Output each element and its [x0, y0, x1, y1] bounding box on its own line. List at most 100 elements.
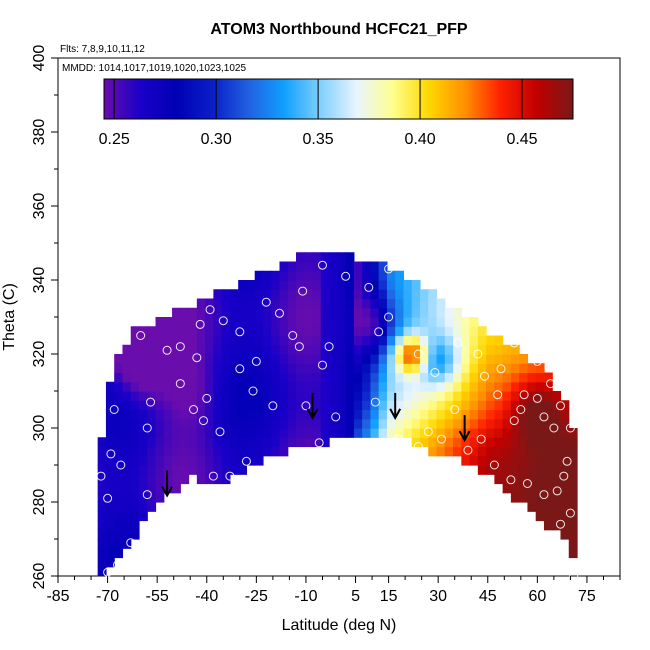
heatmap-cell — [296, 261, 305, 272]
heatmap-cell — [188, 437, 198, 448]
heatmap-cell — [337, 335, 347, 346]
heatmap-cell — [436, 363, 446, 374]
heatmap-cell — [453, 372, 462, 383]
heatmap-cell — [453, 400, 462, 411]
heatmap-cell — [353, 372, 363, 383]
heatmap-cell — [213, 344, 223, 355]
heatmap-cell — [527, 455, 537, 466]
heatmap-cell — [403, 289, 413, 300]
heatmap-cell — [568, 548, 578, 559]
heatmap-cell — [535, 502, 545, 512]
heatmap-cell — [147, 502, 157, 512]
heatmap-cell — [312, 372, 322, 383]
y-tick-label: 340 — [31, 267, 48, 294]
heatmap-cell — [428, 289, 438, 300]
heatmap-cell — [147, 474, 157, 485]
observation-point — [202, 393, 212, 403]
heatmap-cell — [238, 289, 248, 300]
heatmap-cell — [271, 354, 281, 364]
heatmap-cell — [254, 455, 264, 466]
heatmap-cell — [370, 381, 380, 392]
heatmap-cell — [97, 465, 107, 475]
heatmap-cell — [494, 465, 504, 475]
heatmap-cell — [477, 335, 487, 346]
heatmap-cell — [130, 326, 140, 337]
y-tick-label: 280 — [31, 489, 48, 516]
heatmap-cell — [155, 474, 165, 485]
heatmap-cell — [114, 372, 124, 383]
heatmap-cell — [279, 428, 289, 438]
heatmap-cell — [279, 391, 289, 401]
heatmap-cell — [188, 428, 198, 438]
heatmap-cell — [560, 502, 570, 512]
heatmap-cell — [246, 289, 256, 300]
heatmap-cell — [271, 400, 281, 411]
observation-point — [394, 434, 404, 444]
heatmap-cell — [296, 298, 305, 309]
heatmap-cell — [246, 354, 256, 364]
heatmap-cell — [436, 400, 446, 411]
observation-point — [384, 264, 394, 274]
heatmap-cell — [543, 372, 553, 383]
heatmap-cell — [320, 335, 330, 346]
heatmap-cell — [345, 409, 355, 420]
heatmap-cell — [362, 280, 371, 290]
heatmap-cell — [287, 409, 297, 420]
heatmap-cell — [221, 307, 231, 318]
observation-point — [413, 349, 423, 359]
observation-points — [96, 260, 579, 581]
heatmap-cell — [568, 502, 578, 512]
heatmap-cell — [238, 335, 248, 346]
heatmap-cell — [254, 391, 264, 401]
heatmap-cell — [147, 381, 157, 392]
heatmap-cell — [552, 455, 562, 466]
arrow-head — [458, 430, 471, 443]
heatmap-cell — [386, 298, 396, 309]
heatmap-cell — [535, 428, 545, 438]
heatmap-cell — [97, 455, 107, 466]
heatmap-cell — [122, 511, 132, 522]
heatmap-cell — [419, 289, 429, 300]
heatmap-cell — [386, 391, 396, 401]
heatmap-cell — [552, 474, 562, 485]
heatmap-cell — [312, 307, 322, 318]
heatmap-cell — [560, 446, 570, 457]
heatmap-cell — [353, 289, 363, 300]
observation-point — [473, 349, 483, 359]
heatmap-cell — [262, 317, 272, 327]
heatmap-cell — [543, 520, 553, 531]
heatmap-cell — [370, 261, 380, 272]
heatmap-cell — [155, 465, 165, 475]
heatmap-cell — [510, 381, 520, 392]
heatmap-cell — [436, 446, 446, 457]
heatmap-cell — [477, 326, 487, 337]
heatmap-cell — [469, 437, 479, 448]
heatmap-cell — [221, 317, 231, 327]
heatmap-cell — [469, 391, 479, 401]
heatmap-cell — [337, 298, 347, 309]
heatmap-cell — [436, 391, 446, 401]
heatmap-cell — [114, 455, 124, 466]
heatmap-cell — [510, 372, 520, 383]
heatmap-cell — [461, 363, 471, 374]
heatmap-cell — [130, 428, 140, 438]
heatmap-cell — [172, 446, 181, 457]
heatmap-cell — [180, 455, 190, 466]
heatmap-cell — [147, 400, 157, 411]
heatmap-cell — [130, 344, 140, 355]
heatmap-cell — [147, 483, 157, 494]
heatmap-cell — [147, 492, 157, 503]
heatmap-cell — [461, 400, 471, 411]
heatmap-cell — [221, 335, 231, 346]
heatmap-cell — [279, 326, 289, 337]
observation-point — [162, 345, 172, 355]
heatmap-cell — [296, 409, 305, 420]
heatmap-cell — [337, 307, 347, 318]
heatmap-cell — [378, 307, 388, 318]
heatmap-cell — [163, 409, 173, 420]
heatmap-cell — [254, 317, 264, 327]
heatmap-cell — [345, 280, 355, 290]
heatmap-cell — [238, 354, 248, 364]
heatmap-cell — [221, 455, 231, 466]
heatmap-cell — [238, 298, 248, 309]
